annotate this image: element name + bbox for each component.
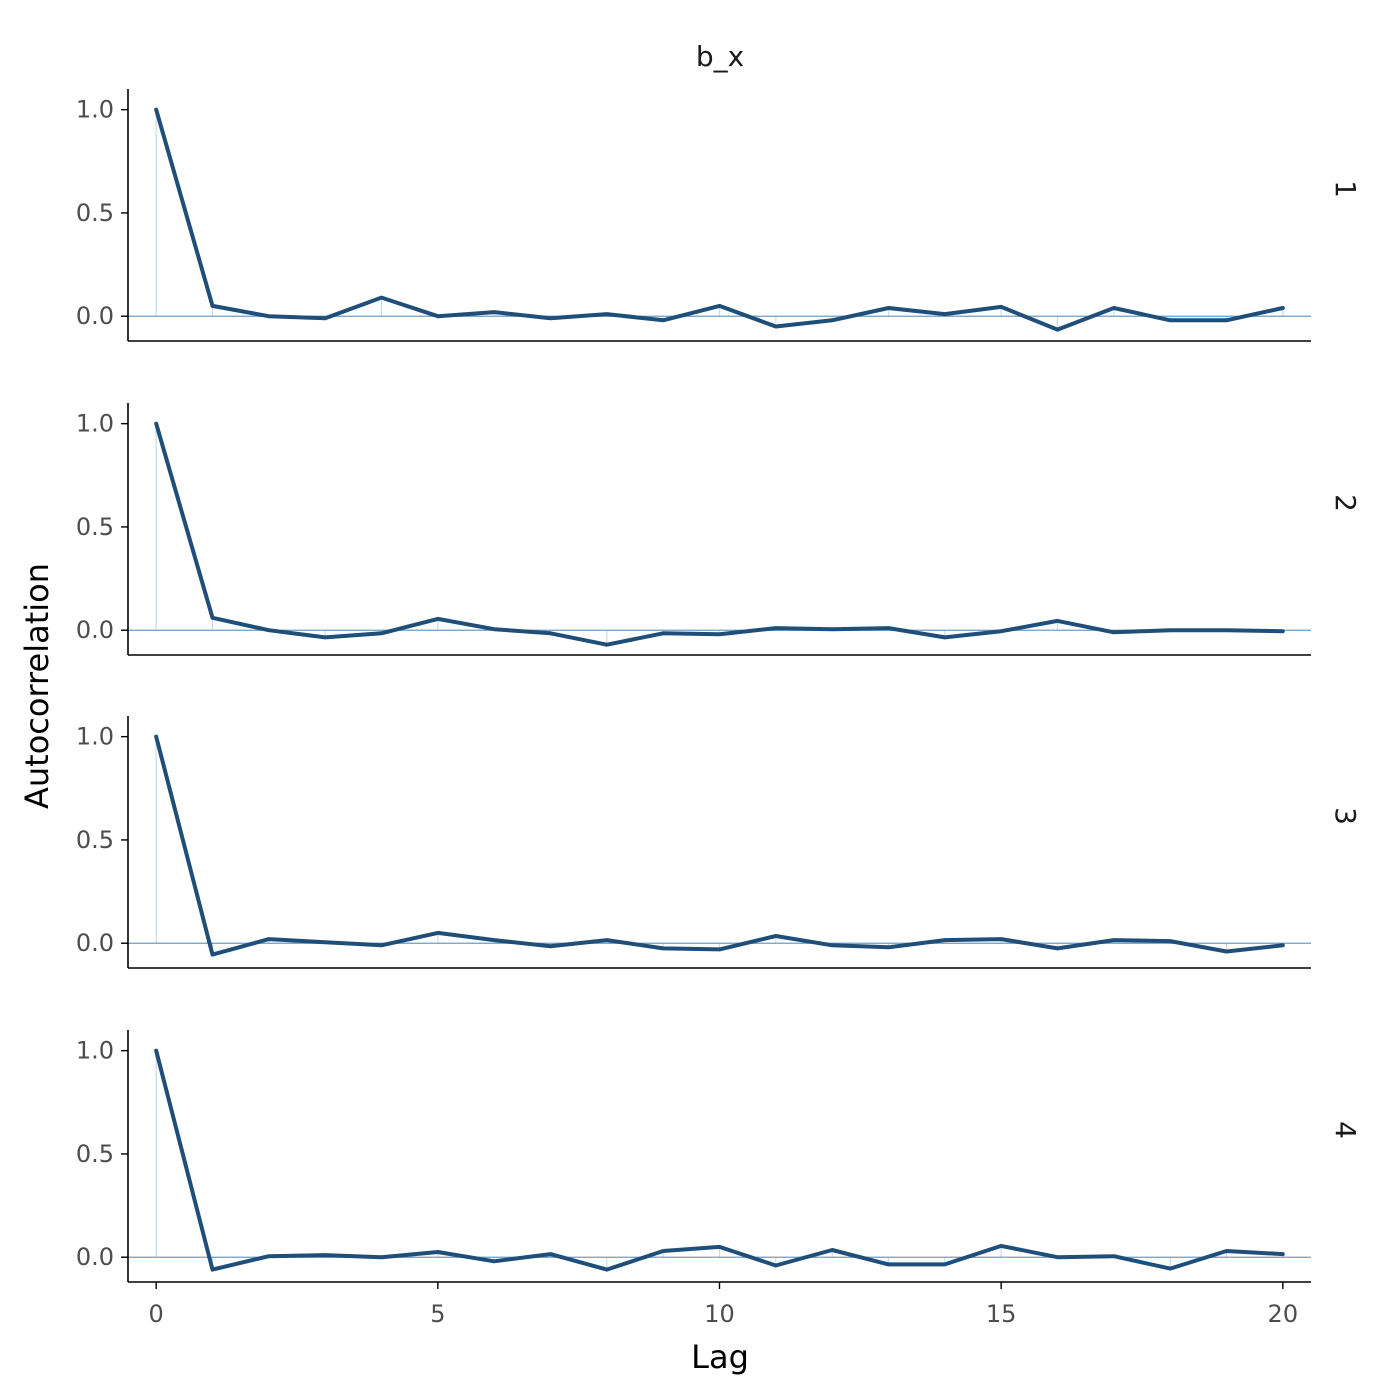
y-tick-label: 1.0: [76, 96, 114, 124]
facet-strip-label: 2: [1329, 494, 1362, 512]
y-tick-label: 1.0: [76, 1037, 114, 1065]
y-tick-label: 0.0: [76, 302, 114, 330]
x-tick-label: 15: [986, 1300, 1017, 1328]
y-tick-label: 1.0: [76, 410, 114, 438]
y-axis-title: Autocorrelation: [18, 563, 56, 809]
y-tick-label: 0.5: [76, 199, 114, 227]
x-tick-label: 20: [1268, 1300, 1299, 1328]
facet-title: b_x: [696, 40, 744, 73]
panel-2: 0.0 0.5 1.0 2: [76, 403, 1362, 656]
x-tick-label: 0: [149, 1300, 164, 1328]
facet-strip-label: 4: [1329, 1121, 1362, 1139]
y-tick-label: 1.0: [76, 723, 114, 751]
y-tick-label: 0.5: [76, 826, 114, 854]
acf-series-line: [154, 107, 1285, 332]
acf-series-line: [154, 734, 1285, 957]
acf-series-line: [154, 421, 1285, 647]
x-tick-label: 5: [430, 1300, 445, 1328]
facet-strip-label: 3: [1329, 807, 1362, 825]
y-tick-label: 0.5: [76, 513, 114, 541]
y-tick-label: 0.0: [76, 929, 114, 957]
panel-1: 0.0 0.5 1.0 1: [76, 89, 1362, 342]
y-tick-label: 0.0: [76, 1243, 114, 1271]
panels: 0.0 0.5 1.0 1 0.0 0.5 1.0 2 0.0 0.5 1.0 3 0.0 0.5 1.0 4…: [76, 89, 1362, 1328]
facet-strip-label: 1: [1329, 180, 1362, 198]
x-axis-title: Lag: [691, 1338, 749, 1376]
y-tick-label: 0.0: [76, 616, 114, 644]
y-tick-label: 0.5: [76, 1140, 114, 1168]
x-tick-label: 10: [704, 1300, 735, 1328]
panel-3: 0.0 0.5 1.0 3: [76, 716, 1362, 969]
panel-4: 0.0 0.5 1.0 4 0 5 10 15 20: [76, 1030, 1362, 1328]
acf-series-line: [154, 1048, 1285, 1272]
